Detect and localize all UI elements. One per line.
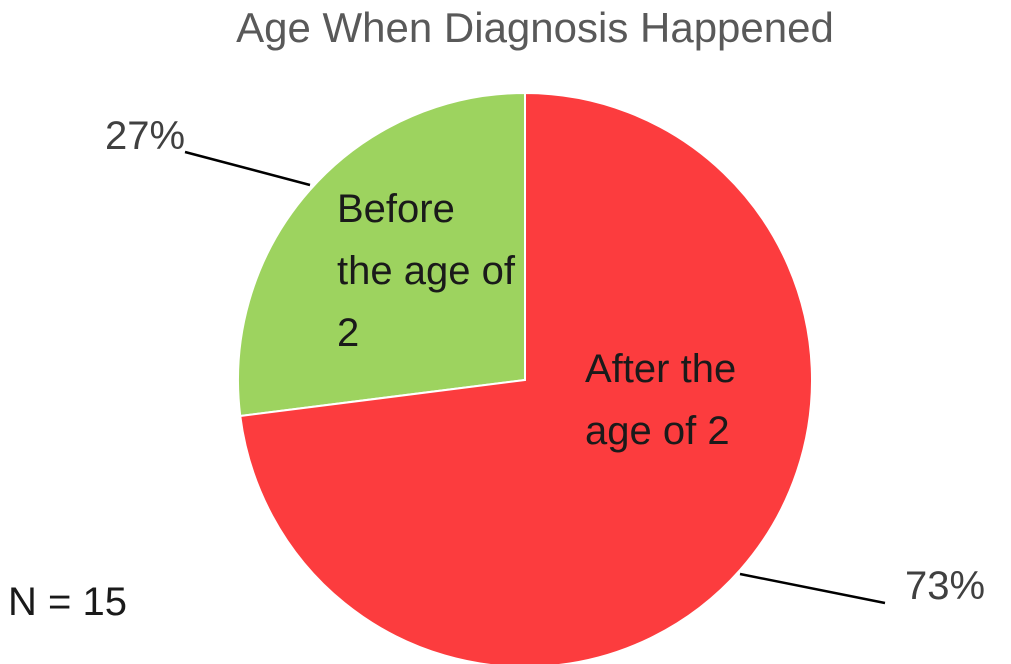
leader-line (739, 572, 886, 605)
annotation: N = 15 (8, 580, 127, 624)
pie-slice (239, 91, 813, 664)
value-label: 27% (105, 114, 186, 158)
chart-title: Age When Diagnosis Happened (236, 4, 834, 51)
pie-slice (237, 91, 526, 418)
slice-label: Before the age of 2 (337, 187, 515, 355)
slice-label: After the age of 2 (585, 347, 737, 453)
value-label: 73% (905, 564, 986, 608)
leader-line (184, 150, 311, 187)
